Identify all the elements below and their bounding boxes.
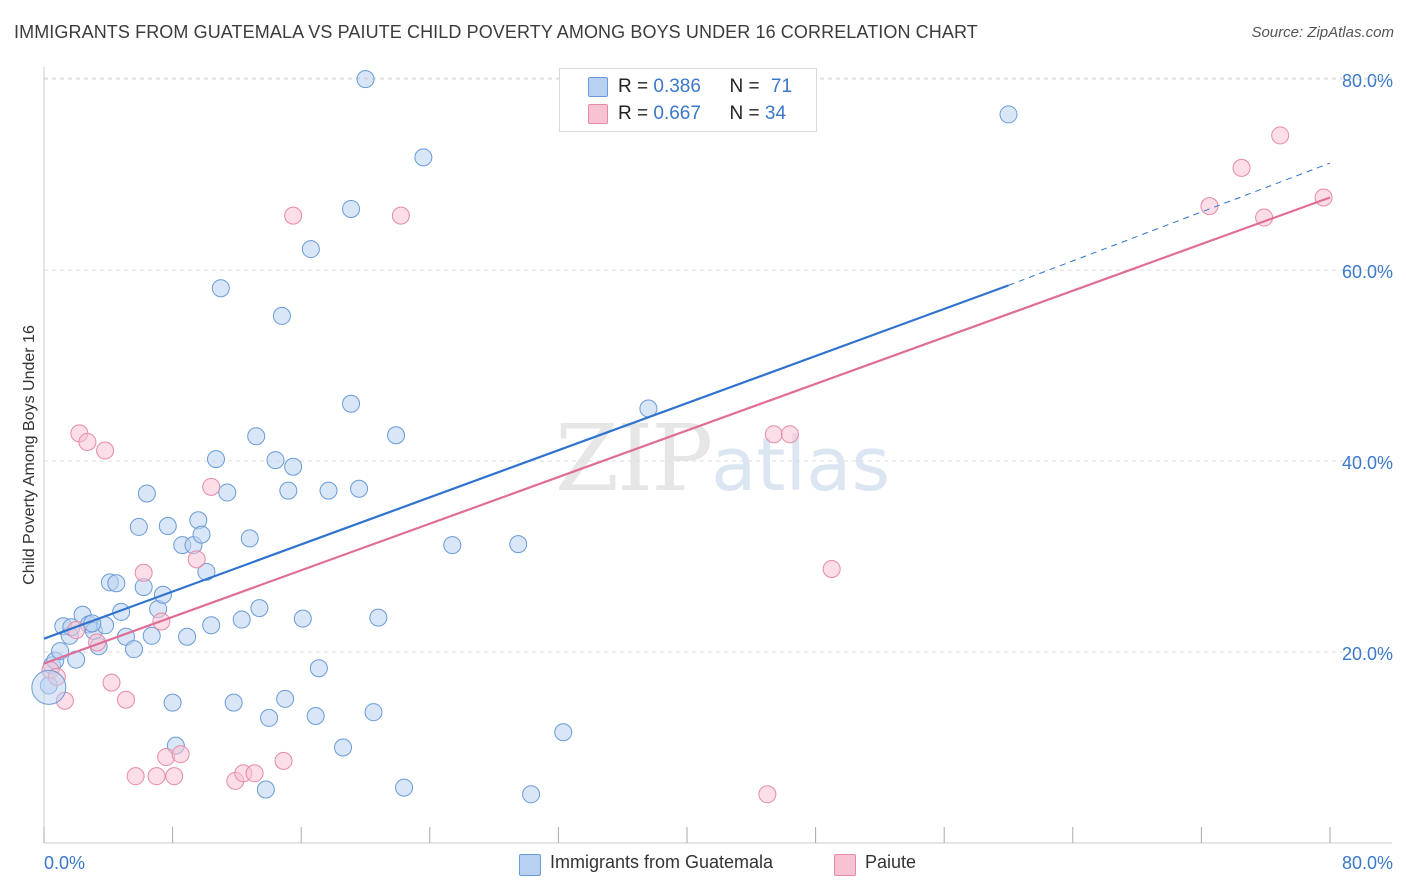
data-point-guatemala xyxy=(158,516,177,535)
data-point-guatemala xyxy=(142,626,161,645)
data-point-guatemala xyxy=(247,427,266,446)
data-point-guatemala xyxy=(125,640,144,659)
data-point-guatemala xyxy=(369,608,388,627)
n-value-guatemala: 71 xyxy=(770,76,793,97)
data-point-guatemala xyxy=(218,483,237,502)
data-point-guatemala xyxy=(999,105,1018,124)
y-tick-label: 80.0% xyxy=(1342,71,1393,91)
data-point-guatemala xyxy=(260,708,279,727)
data-point-guatemala xyxy=(293,609,312,628)
n-label: N = xyxy=(729,76,760,97)
legend-swatch-paiute xyxy=(588,104,608,124)
x-tick-label-max: 80.0% xyxy=(1342,853,1393,873)
data-point-guatemala xyxy=(211,279,230,298)
data-point-guatemala xyxy=(107,574,126,593)
data-point-paiute xyxy=(134,563,153,582)
bottom-legend-swatch-guatemala xyxy=(519,854,541,876)
data-point-paiute xyxy=(202,477,221,496)
data-point-guatemala xyxy=(276,689,295,708)
data-point-paiute xyxy=(822,559,841,578)
data-point-guatemala xyxy=(342,199,361,218)
data-point-guatemala xyxy=(192,525,211,544)
data-point-guatemala xyxy=(250,599,269,618)
x-tick-label-min: 0.0% xyxy=(44,853,85,873)
data-point-paiute xyxy=(126,767,145,786)
legend-row-paiute: R = 0.667 N = 34 xyxy=(618,103,786,125)
r-value-guatemala: 0.386 xyxy=(653,76,701,97)
data-point-guatemala xyxy=(443,536,462,555)
data-point-paiute xyxy=(758,785,777,804)
data-point-guatemala xyxy=(232,610,251,629)
data-point-paiute xyxy=(1232,158,1251,177)
data-point-paiute xyxy=(780,425,799,444)
data-point-guatemala xyxy=(364,703,383,722)
trendline-paiute xyxy=(43,196,1331,665)
data-point-paiute xyxy=(147,767,166,786)
y-tick-label: 40.0% xyxy=(1342,453,1393,473)
data-point-guatemala xyxy=(266,451,285,470)
data-point-guatemala xyxy=(301,240,320,259)
data-point-paiute xyxy=(116,690,135,709)
data-point-guatemala xyxy=(333,738,352,757)
data-point-guatemala xyxy=(163,693,182,712)
r-value-paiute: 0.667 xyxy=(653,103,701,124)
data-point-paiute xyxy=(391,206,410,225)
data-point-guatemala xyxy=(284,457,303,476)
data-point-guatemala xyxy=(256,780,275,799)
n-value-paiute: 34 xyxy=(764,103,787,124)
data-point-paiute xyxy=(165,767,184,786)
n-label: N = xyxy=(729,103,760,124)
data-point-paiute xyxy=(102,673,121,692)
correlation-legend: R = 0.386 N = 71 R = 0.667 N = 34 xyxy=(559,68,817,132)
data-point-guatemala xyxy=(137,484,156,503)
data-point-guatemala xyxy=(240,529,259,548)
data-point-guatemala xyxy=(224,693,243,712)
data-point-paiute xyxy=(1200,197,1219,216)
data-point-guatemala xyxy=(129,517,148,536)
r-label: R = xyxy=(618,103,649,124)
data-point-guatemala xyxy=(202,616,221,635)
watermark-atlas: atlas xyxy=(711,422,890,508)
data-point-guatemala xyxy=(350,479,369,498)
data-point-guatemala xyxy=(395,778,414,797)
data-point-guatemala-large xyxy=(31,669,67,705)
data-point-paiute xyxy=(764,425,783,444)
chart-title: IMMIGRANTS FROM GUATEMALA VS PAIUTE CHIL… xyxy=(14,22,978,42)
data-point-paiute xyxy=(274,751,293,770)
bottom-legend-label-guatemala: Immigrants from Guatemala xyxy=(550,852,774,872)
data-point-paiute xyxy=(1271,126,1290,145)
y-tick-label: 20.0% xyxy=(1342,644,1393,664)
source-credit: Source: ZipAtlas.com xyxy=(1251,24,1394,41)
r-label: R = xyxy=(618,76,649,97)
data-point-guatemala xyxy=(279,481,298,500)
data-point-guatemala xyxy=(522,785,541,804)
legend-row-guatemala: R = 0.386 N = 71 xyxy=(618,76,792,98)
data-point-paiute xyxy=(187,550,206,569)
data-point-guatemala xyxy=(356,70,375,89)
data-point-guatemala xyxy=(178,627,197,646)
trendline-guatemala xyxy=(43,284,1009,640)
y-tick-label: 60.0% xyxy=(1342,262,1393,282)
data-point-guatemala xyxy=(554,723,573,742)
data-point-guatemala xyxy=(306,707,325,726)
data-point-guatemala xyxy=(272,306,291,325)
y-axis-label: Child Poverty Among Boys Under 16 xyxy=(21,325,38,585)
data-point-paiute xyxy=(284,206,303,225)
data-point-paiute xyxy=(245,764,264,783)
legend-swatch-guatemala xyxy=(588,77,608,97)
data-point-guatemala xyxy=(387,426,406,445)
data-point-paiute xyxy=(171,745,190,764)
data-point-guatemala xyxy=(414,148,433,167)
data-point-guatemala xyxy=(207,450,226,469)
data-point-guatemala xyxy=(309,659,328,678)
data-point-paiute xyxy=(78,432,97,451)
trendline-guatemala-extension xyxy=(1008,162,1331,286)
bottom-legend-label-paiute: Paiute xyxy=(865,852,917,872)
data-point-guatemala xyxy=(342,394,361,413)
bottom-legend-swatch-paiute xyxy=(834,854,856,876)
data-point-guatemala xyxy=(509,535,528,554)
data-point-paiute xyxy=(96,441,115,460)
data-point-guatemala xyxy=(319,481,338,500)
